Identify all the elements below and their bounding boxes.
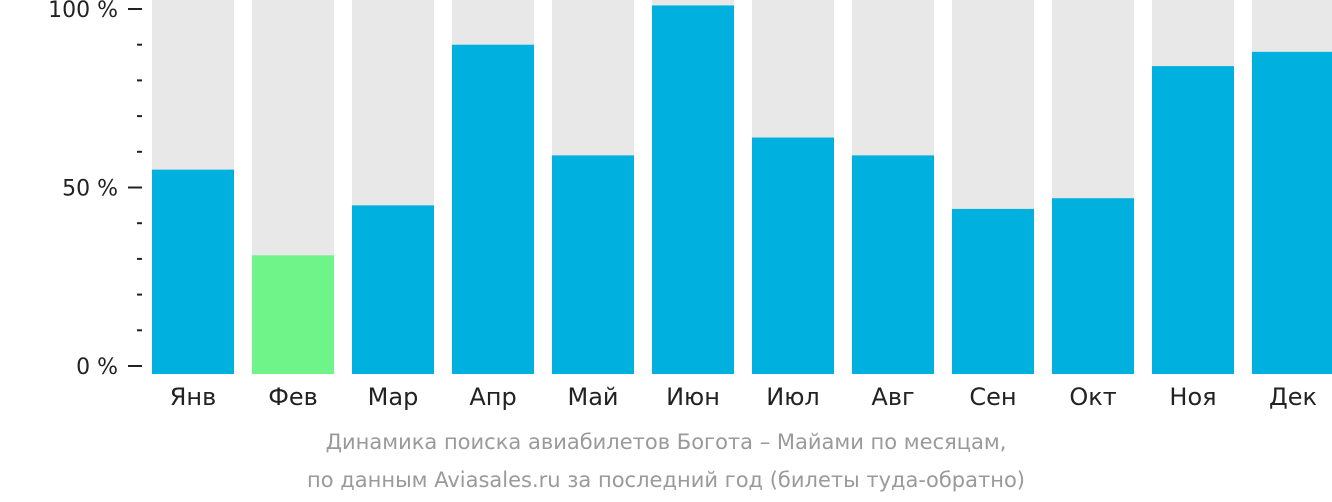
bars <box>152 0 1332 375</box>
x-tick-label: Дек <box>1269 383 1317 411</box>
x-tick-label: Сен <box>969 383 1016 411</box>
x-tick-label: Авг <box>871 383 914 411</box>
bar <box>552 155 634 374</box>
x-axis-labels: Янв Фев Мар Апр Май Июн Июл Авг Сен Окт Ноя Дек <box>170 383 1317 411</box>
x-tick-label: Фев <box>268 383 318 411</box>
bar <box>952 208 1034 374</box>
bar <box>152 169 234 374</box>
bar <box>652 5 734 375</box>
bar <box>1252 51 1332 375</box>
bar <box>852 155 934 374</box>
x-tick-label: Апр <box>469 383 516 411</box>
bar <box>1052 198 1134 374</box>
x-tick-label: Окт <box>1069 383 1116 411</box>
bar <box>452 44 534 374</box>
chart-caption-line-1: Динамика поиска авиабилетов Богота – Май… <box>325 430 1007 454</box>
y-tick-label: 50 % <box>62 177 118 202</box>
x-tick-label: Ноя <box>1169 383 1216 411</box>
bar <box>752 137 834 374</box>
x-tick-label: Мар <box>368 383 419 411</box>
x-tick-label: Янв <box>170 383 217 411</box>
x-tick-label: Май <box>567 383 618 411</box>
y-axis: 0 % 50 % 100 % <box>48 0 142 380</box>
x-tick-label: Июл <box>766 383 820 411</box>
bar <box>252 255 334 374</box>
y-tick-label: 0 % <box>76 355 118 380</box>
x-tick-label: Июн <box>666 383 720 411</box>
bar <box>352 205 434 374</box>
bar <box>1152 66 1234 375</box>
y-tick-label: 100 % <box>48 0 118 23</box>
chart-caption-line-2: по данным Aviasales.ru за последний год … <box>307 468 1025 492</box>
